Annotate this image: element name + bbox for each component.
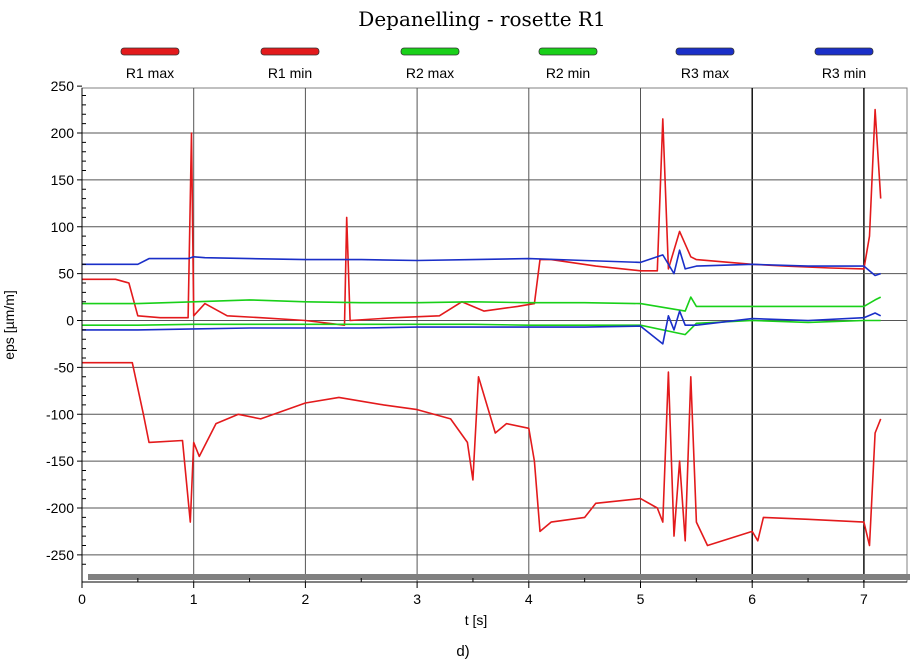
- y-tick-label: -150: [46, 453, 74, 469]
- legend-label-r3-max: R3 max: [681, 65, 729, 81]
- y-tick-label: 0: [66, 313, 74, 329]
- legend-label-r3-min: R3 min: [822, 65, 866, 81]
- x-axis-label: t [s]: [465, 612, 488, 628]
- y-tick-label: -100: [46, 406, 74, 422]
- series-line-r1-min: [82, 361, 882, 547]
- x-tick-label: 7: [860, 591, 868, 607]
- legend-swatch-r3-max: [675, 47, 735, 56]
- x-axis-bar: [88, 574, 910, 580]
- x-tick-label: 1: [190, 591, 198, 607]
- x-tick-label: 3: [413, 591, 421, 607]
- legend-swatch-r3-min: [814, 47, 874, 56]
- x-tick-label: 5: [637, 591, 645, 607]
- legend-swatch-r1-min: [260, 47, 320, 56]
- legend-label-r1-max: R1 max: [126, 65, 174, 81]
- legend-swatch-r2-max: [400, 47, 460, 56]
- y-tick-label: -250: [46, 547, 74, 563]
- y-tick-label: -200: [46, 500, 74, 516]
- y-tick-label: -50: [54, 359, 74, 375]
- series-line-r1-max: [82, 108, 882, 327]
- chart-title: Depanelling - rosette R1: [358, 7, 605, 31]
- series-layer: [82, 108, 882, 547]
- x-tick-label: 4: [525, 591, 533, 607]
- legend-label-r1-min: R1 min: [268, 65, 312, 81]
- x-tick-label: 6: [748, 591, 756, 607]
- series-line-r3-max: [82, 249, 881, 277]
- figure-caption: d): [456, 643, 469, 660]
- y-axis-label: eps [µm/m]: [1, 290, 17, 360]
- axes: 250 200 150 100 50 0 -50 -100 -150 -200 -250 0 1 2 3 4 5…: [46, 78, 907, 607]
- series-line-r2-max: [82, 296, 882, 312]
- y-tick-label: 100: [51, 219, 75, 235]
- y-tick-label: 200: [51, 125, 75, 141]
- legend-label-r2-min: R2 min: [546, 65, 590, 81]
- legend-swatch-r2-min: [538, 47, 598, 56]
- y-tick-label: 150: [51, 172, 75, 188]
- series-line-r2-min: [82, 319, 881, 336]
- y-tick-label: 250: [51, 78, 75, 94]
- series-line-r3-min: [82, 310, 882, 345]
- y-tick-label: 50: [58, 266, 74, 282]
- legend-label-r2-max: R2 max: [406, 65, 454, 81]
- x-tick-label: 0: [78, 591, 86, 607]
- x-tick-label: 2: [302, 591, 310, 607]
- grid: [82, 88, 907, 582]
- legend-swatch-r1-max: [120, 47, 180, 56]
- legend: R1 max R1 min R2 max R2 min R3 max R3 min: [120, 47, 874, 81]
- plot-area: [81, 87, 908, 583]
